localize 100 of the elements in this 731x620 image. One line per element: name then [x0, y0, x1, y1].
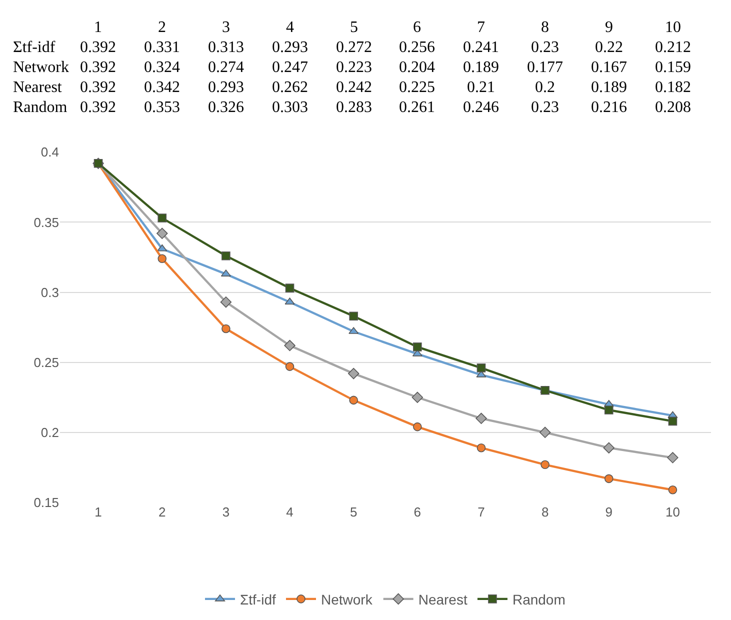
- x-tick-label: 2: [158, 504, 166, 520]
- point: [156, 228, 168, 240]
- data-label: 0.189: [463, 59, 499, 76]
- category-label: 8: [541, 19, 549, 36]
- data-label: 0.272: [336, 39, 372, 56]
- data-label: 0.392: [80, 79, 116, 96]
- data-label: 0.241: [463, 39, 499, 56]
- x-tick-label: 1: [94, 504, 102, 520]
- data-label: 0.293: [272, 39, 308, 56]
- point: [284, 340, 296, 352]
- data-label: 0.212: [655, 39, 691, 56]
- point: [413, 342, 422, 352]
- data-label: 0.256: [399, 39, 435, 56]
- y-tick-label: 0.25: [34, 354, 59, 370]
- text: Network: [13, 59, 69, 76]
- data-label: 0.262: [272, 79, 308, 96]
- data-label: 0.189: [591, 79, 627, 96]
- legend-label: Nearest: [418, 591, 468, 608]
- data-label: 0.21: [467, 79, 495, 96]
- data-label: 0.303: [272, 99, 308, 116]
- point: [476, 412, 487, 424]
- point: [667, 452, 678, 464]
- point: [222, 324, 230, 334]
- y-tick-label: 0.15: [34, 495, 59, 510]
- data-label: 0.392: [80, 59, 116, 76]
- point: [413, 422, 422, 432]
- data-label: 0.331: [144, 39, 180, 56]
- point: [349, 312, 358, 320]
- point: [220, 296, 232, 308]
- text: Nearest: [13, 79, 62, 96]
- point: [476, 443, 486, 452]
- point: [285, 284, 294, 292]
- data-label: 0.353: [144, 99, 180, 116]
- data-label: 0.204: [399, 59, 435, 76]
- data-label: 0.324: [144, 59, 180, 76]
- point: [604, 474, 614, 484]
- data-label: 0.23: [531, 39, 559, 56]
- y-tick-label: 0.4: [40, 144, 59, 160]
- data-label: 0.242: [336, 79, 372, 96]
- point: [157, 244, 168, 252]
- point: [158, 254, 167, 264]
- data-label: 0.392: [80, 99, 116, 116]
- data-label: 0.293: [208, 79, 244, 96]
- legend-label: Network: [320, 591, 374, 608]
- data-label: 0.22: [595, 39, 623, 56]
- point: [476, 364, 486, 372]
- y-tick-label: 0.3: [40, 284, 59, 300]
- data-label: 0.225: [399, 79, 435, 96]
- category-label: 10: [665, 19, 681, 36]
- y-tick-label: 0.35: [34, 214, 59, 230]
- data-label: 0.261: [399, 99, 435, 116]
- category-label: 4: [286, 19, 294, 36]
- data-label: 0.326: [208, 99, 244, 116]
- text: Random: [13, 99, 68, 116]
- data-label: 0.392: [80, 39, 116, 56]
- data-label: 0.159: [655, 59, 691, 76]
- category-label: 1: [94, 19, 102, 36]
- data-label: 0.177: [527, 59, 563, 76]
- y-tick-label: 0.2: [40, 424, 59, 440]
- data-label: 0.167: [591, 59, 627, 76]
- point: [285, 362, 294, 371]
- category-label: 3: [222, 19, 230, 36]
- point: [603, 442, 614, 454]
- point: [348, 368, 360, 380]
- x-tick-label: 5: [350, 504, 358, 520]
- category-label: 9: [605, 19, 613, 36]
- legend-label: Σtf-idf: [240, 591, 276, 608]
- point: [222, 251, 230, 260]
- data-label: 0.216: [591, 99, 627, 116]
- text: Σtf-idf: [13, 39, 56, 56]
- data-label: 0.223: [336, 59, 372, 76]
- point: [412, 392, 424, 403]
- x-tick-label: 3: [222, 504, 230, 520]
- point: [158, 214, 167, 222]
- legend-label: Random: [512, 591, 566, 608]
- data-label: 0.2: [535, 79, 555, 96]
- data-label: 0.208: [655, 99, 691, 116]
- point: [604, 406, 614, 414]
- category-label: 7: [477, 19, 485, 36]
- category-label: 5: [350, 19, 358, 36]
- x-tick-label: 4: [286, 504, 294, 520]
- point: [668, 416, 678, 426]
- data-label: 0.313: [208, 39, 244, 56]
- x-tick-label: 10: [665, 504, 680, 520]
- x-tick-label: 8: [541, 504, 549, 520]
- data-label: 0.342: [144, 79, 180, 96]
- point: [668, 485, 678, 494]
- x-tick-label: 7: [478, 504, 485, 520]
- x-tick-label: 9: [605, 504, 612, 520]
- data-label: 0.274: [208, 59, 244, 76]
- point: [349, 396, 358, 405]
- point: [540, 460, 550, 470]
- data-label: 0.23: [531, 99, 559, 116]
- data-label: 0.182: [655, 79, 691, 96]
- x-tick-label: 6: [414, 504, 422, 520]
- data-label: 0.246: [463, 99, 499, 116]
- point: [539, 426, 551, 438]
- data-label: 0.247: [272, 59, 308, 76]
- data-label: 0.283: [336, 99, 372, 116]
- category-label: 2: [158, 19, 166, 36]
